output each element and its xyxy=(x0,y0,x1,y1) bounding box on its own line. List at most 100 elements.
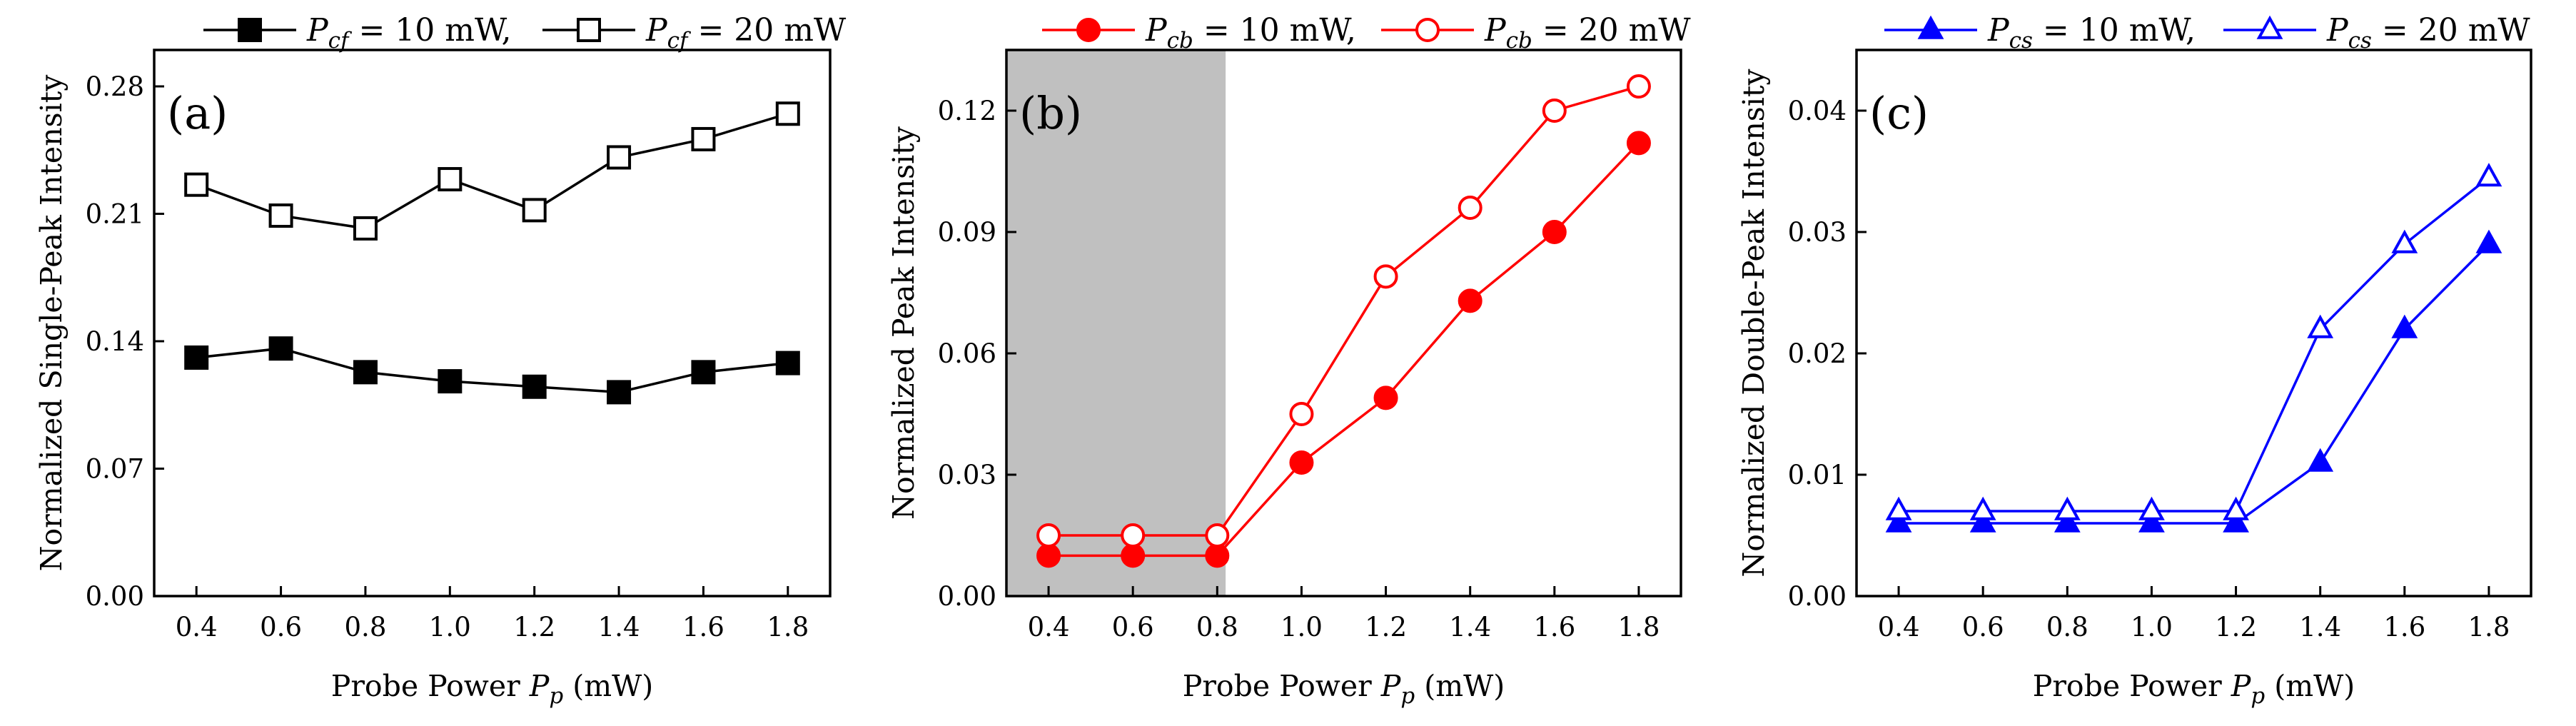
data-point xyxy=(1121,523,1146,548)
series-line xyxy=(1049,85,1640,537)
legend-label: Pcb = 20 mW xyxy=(1484,12,1691,54)
data-point xyxy=(1036,543,1061,568)
data-point xyxy=(1969,508,1996,533)
data-point xyxy=(1373,264,1398,289)
data-point xyxy=(1121,543,1146,568)
data-point xyxy=(775,101,800,126)
x-tick-label: 1.0 xyxy=(429,612,471,642)
y-tick-label: 0.02 xyxy=(1788,338,1847,369)
x-tick-label: 0.4 xyxy=(176,612,218,642)
x-tick-label: 1.4 xyxy=(2299,612,2341,642)
x-tick-label: 0.8 xyxy=(1196,612,1238,642)
data-point xyxy=(1885,496,1912,520)
x-tick-label: 1.2 xyxy=(513,612,555,642)
series-line xyxy=(1899,243,2490,525)
data-point xyxy=(2138,496,2165,520)
data-point xyxy=(775,351,800,375)
x-tick-label: 0.6 xyxy=(1112,612,1154,642)
data-point xyxy=(607,380,632,405)
data-point xyxy=(1289,450,1314,475)
panel-label: (c) xyxy=(1869,87,1929,139)
x-tick-label: 0.6 xyxy=(260,612,302,642)
series-line xyxy=(1899,176,2490,513)
data-point xyxy=(1626,74,1651,99)
data-point xyxy=(2391,229,2418,253)
y-tick-label: 0.12 xyxy=(938,96,996,126)
x-tick-label: 1.0 xyxy=(2131,612,2173,642)
x-tick-label: 1.8 xyxy=(1618,612,1660,642)
data-point xyxy=(2054,508,2081,533)
data-point xyxy=(1885,508,1912,533)
x-tick-label: 1.4 xyxy=(598,612,640,642)
data-point xyxy=(438,369,463,394)
x-tick-label: 0.4 xyxy=(1028,612,1070,642)
plot-frame xyxy=(1855,49,2532,598)
x-tick-label: 1.6 xyxy=(1533,612,1575,642)
x-tick-label: 1.6 xyxy=(682,612,724,642)
data-point xyxy=(2307,314,2334,338)
x-tick-label: 1.0 xyxy=(1281,612,1323,642)
y-tick-label: 0.06 xyxy=(938,338,996,369)
chart-panel-1: 0.4 0.6 0.8 1.0 1.2 1.4 1.6 1.8 0.00 0.03 0.06 0.09… xyxy=(887,12,1691,709)
x-axis-label: Probe Power Pp (mW) xyxy=(1183,669,1505,709)
y-tick-label: 0.09 xyxy=(938,217,996,248)
x-tick-label: 0.8 xyxy=(345,612,387,642)
x-axis-label: Probe Power Pp (mW) xyxy=(331,669,654,709)
plot-frame xyxy=(153,49,832,598)
y-tick-label: 0.28 xyxy=(86,71,144,102)
legend-label: Pcs = 10 mW, xyxy=(1987,12,2196,54)
x-tick-label: 0.6 xyxy=(1962,612,2004,642)
series-line xyxy=(1049,142,1640,558)
data-point xyxy=(353,216,378,241)
data-point xyxy=(1458,196,1483,220)
data-point xyxy=(2307,448,2334,472)
data-point xyxy=(1036,523,1061,548)
panel-label: (a) xyxy=(167,87,228,139)
data-point xyxy=(2391,314,2418,338)
data-point xyxy=(1969,496,1996,520)
data-point xyxy=(607,145,632,170)
data-point xyxy=(184,345,209,370)
x-tick-label: 0.4 xyxy=(1878,612,1920,642)
legend-marker xyxy=(577,18,601,42)
data-point xyxy=(268,203,293,228)
data-point xyxy=(268,336,293,361)
data-point xyxy=(1289,402,1314,426)
x-tick-label: 0.8 xyxy=(2046,612,2088,642)
y-tick-label: 0.00 xyxy=(938,581,996,612)
data-point xyxy=(522,374,547,399)
data-point xyxy=(2223,508,2249,533)
data-point xyxy=(353,360,378,385)
data-point xyxy=(691,126,716,151)
x-tick-label: 1.8 xyxy=(767,612,809,642)
data-point xyxy=(438,167,463,192)
x-tick-label: 1.6 xyxy=(2383,612,2425,642)
data-point xyxy=(2054,496,2081,520)
y-tick-label: 0.01 xyxy=(1788,460,1847,490)
legend-label: Pcs = 20 mW xyxy=(2326,12,2530,54)
data-point xyxy=(1626,131,1651,156)
data-point xyxy=(2223,496,2249,520)
y-axis-label: Normalized Double-Peak Intensity xyxy=(1737,69,1771,578)
legend-marker xyxy=(1076,18,1101,42)
data-point xyxy=(1458,288,1483,313)
data-point xyxy=(2475,229,2502,253)
shaded-region xyxy=(1006,50,1226,596)
legend-marker xyxy=(1415,18,1440,42)
legend-marker xyxy=(238,18,262,42)
x-tick-label: 1.4 xyxy=(1449,612,1491,642)
data-point xyxy=(2138,508,2165,533)
y-tick-label: 0.07 xyxy=(86,454,144,485)
x-axis-label: Probe Power Pp (mW) xyxy=(2033,669,2355,709)
y-tick-label: 0.00 xyxy=(86,581,144,612)
series-line xyxy=(196,112,789,230)
plot-frame xyxy=(1005,49,1682,598)
y-tick-label: 0.03 xyxy=(938,460,996,490)
y-tick-label: 0.14 xyxy=(86,326,144,357)
legend-label: Pcb = 10 mW, xyxy=(1145,12,1356,54)
data-point xyxy=(184,172,209,197)
series-line xyxy=(196,347,788,394)
data-point xyxy=(1205,523,1230,548)
panel-label: (b) xyxy=(1019,87,1082,139)
